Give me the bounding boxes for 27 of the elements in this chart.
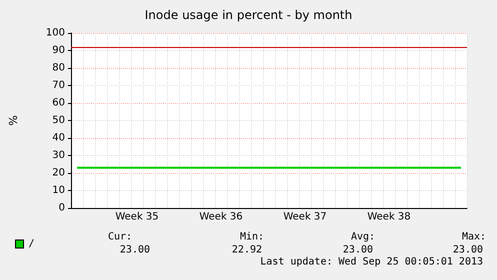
x-tick-label: Week 37 [283, 212, 327, 222]
text: 23.00 [342, 244, 374, 256]
chart-title: Inode usage in percent - by month [144, 8, 352, 22]
text: 23.00 [120, 244, 150, 256]
legend-label: / [28, 238, 35, 250]
text: Cur: [108, 232, 132, 242]
text: Min: [240, 232, 264, 242]
y-tick-label: 50 [52, 115, 65, 126]
y-tick-label: 40 [52, 132, 65, 144]
y-tick-label: 60 [52, 98, 65, 108]
y-tick-label: 30 [52, 150, 65, 161]
x-tick-label: Week 35 [115, 212, 159, 222]
y-tick-label: 90 [52, 45, 65, 56]
x-tick-label: Week 38 [367, 212, 411, 222]
y-tick-label: 20 [52, 168, 65, 178]
y-tick-label: 100 [46, 28, 65, 38]
y-tick-label: 10 [52, 185, 65, 196]
x-tick-label: Week 36 [199, 212, 243, 222]
y-tick-label: 70 [52, 80, 65, 91]
y-tick-label: 80 [52, 62, 65, 74]
text: Avg: [351, 232, 376, 242]
text: 23.00 [452, 244, 484, 256]
text: 22.92 [232, 244, 262, 256]
text: Max: [462, 232, 486, 242]
y-tick-label: 0 [58, 202, 65, 214]
text: Last update: Wed Sep 25 00:05:01 2013 [260, 256, 484, 268]
y-axis-title: % [7, 115, 20, 126]
